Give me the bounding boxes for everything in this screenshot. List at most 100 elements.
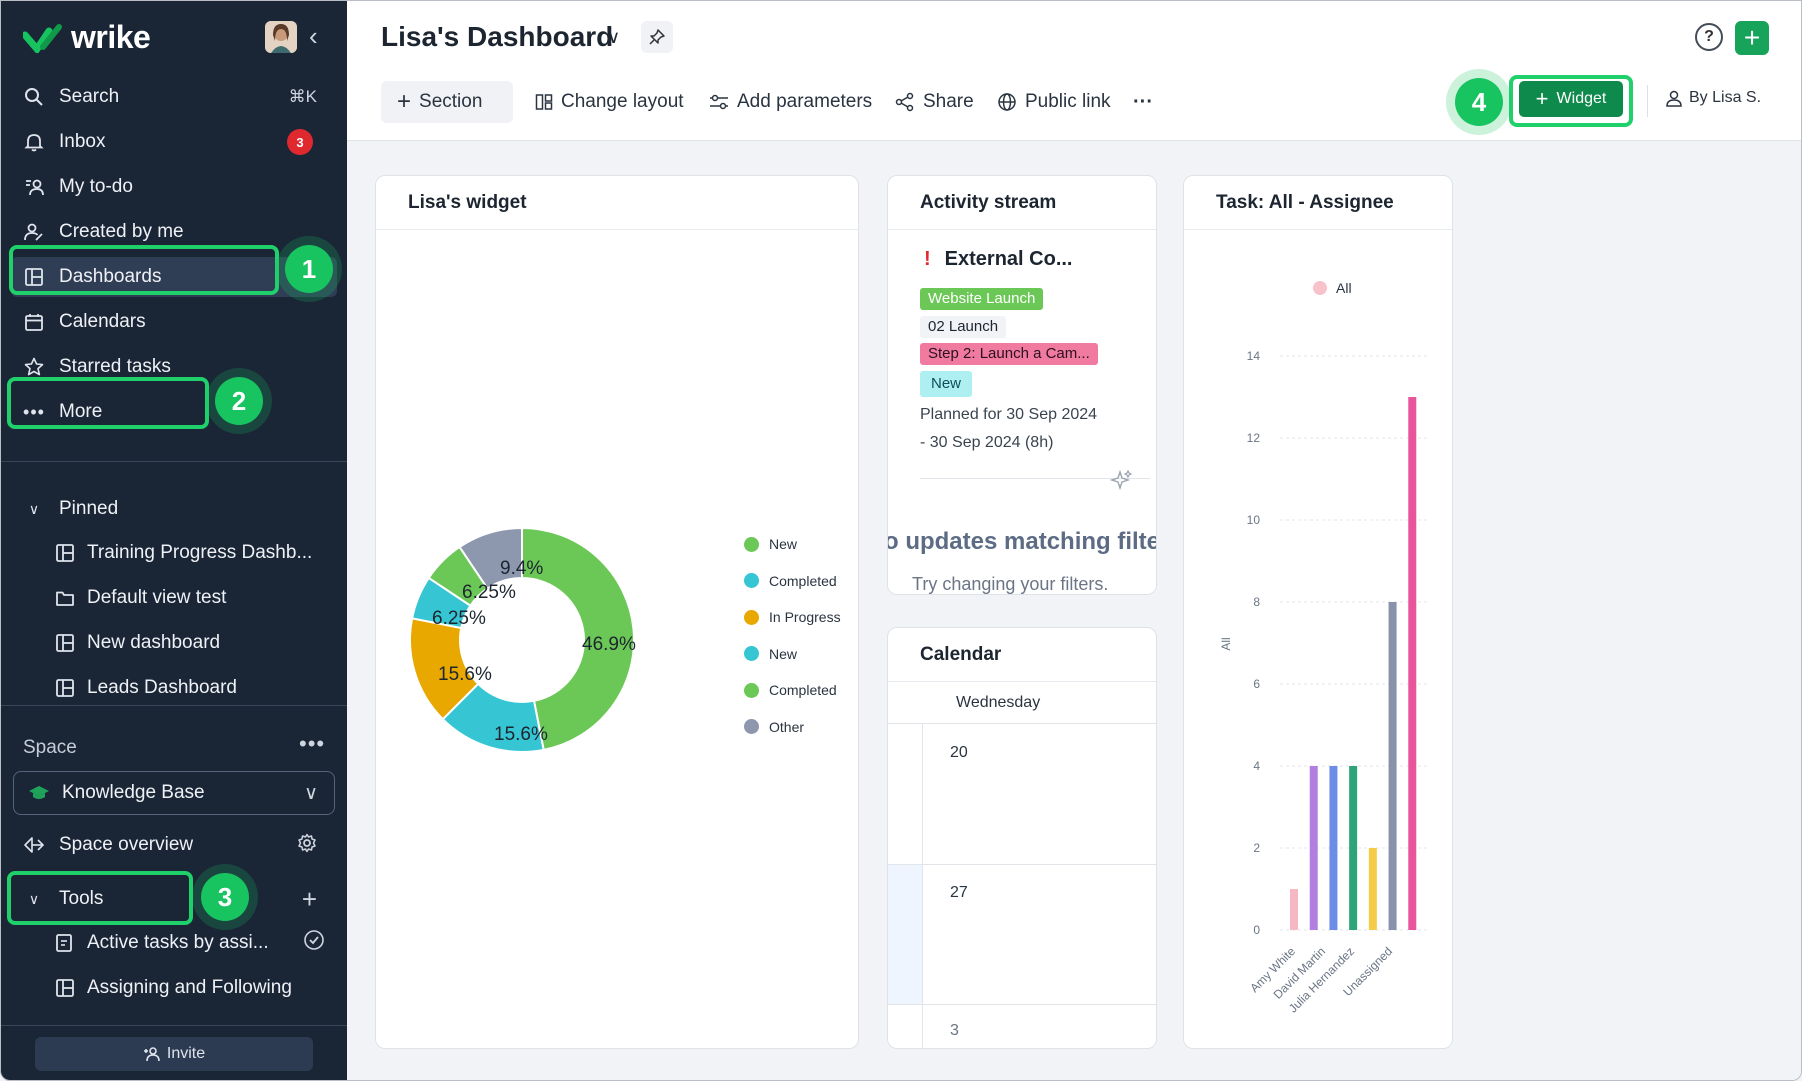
calendar-icon	[23, 311, 45, 333]
help-icon[interactable]: ?	[1695, 23, 1723, 51]
pinned-item-new-dashboard[interactable]: New dashboard	[55, 623, 220, 663]
page-title[interactable]: Lisa's Dashboard	[381, 21, 614, 52]
more-dots-icon: •••	[23, 401, 45, 422]
add-section-button[interactable]: + Section	[381, 81, 513, 123]
widget-title: Calendar	[888, 628, 1156, 682]
space-selector[interactable]: Knowledge Base ∨	[13, 771, 335, 815]
planned-range: - 30 Sep 2024 (8h)	[920, 434, 1054, 451]
legend-item[interactable]: Other	[744, 719, 804, 735]
tag-02-launch[interactable]: 02 Launch	[920, 316, 1007, 338]
bar[interactable]	[1329, 766, 1338, 930]
collapse-sidebar-icon[interactable]: ‹	[309, 21, 318, 51]
y-tick-label: 14	[1247, 349, 1261, 363]
tools-label: Tools	[59, 888, 104, 909]
dashboard-header: Lisa's Dashboard ∨ ? + + Section Change …	[347, 1, 1801, 141]
pinned-item-default-view[interactable]: Default view test	[55, 578, 226, 618]
sidebar-item-inbox[interactable]: Inbox 3	[11, 122, 337, 162]
user-icon	[1666, 90, 1682, 107]
legend-item[interactable]: In Progress	[744, 609, 841, 625]
pinned-item-training[interactable]: Training Progress Dashb...	[55, 533, 312, 573]
legend-item[interactable]: Completed	[744, 573, 837, 589]
pinned-section-toggle[interactable]: ∨ Pinned	[11, 489, 337, 529]
sidebar: wrike ‹ Search ⌘K Inbox 3 My to-do Creat…	[1, 1, 347, 1080]
chevron-down-icon: ∨	[28, 500, 40, 517]
sidebar-item-calendars[interactable]: Calendars	[11, 302, 337, 342]
donut-slice-0[interactable]	[521, 526, 635, 752]
gear-icon[interactable]	[297, 833, 317, 858]
tag-website-launch[interactable]: Website Launch	[920, 288, 1044, 310]
bar[interactable]	[1309, 766, 1318, 930]
tools-section-toggle[interactable]: ∨ Tools +	[11, 879, 337, 919]
bar[interactable]	[1388, 602, 1397, 930]
legend-label: New	[769, 536, 798, 552]
check-circle-icon[interactable]	[303, 929, 325, 957]
calendar-date[interactable]: 20	[950, 744, 968, 761]
more-options-button[interactable]: ···	[1133, 90, 1153, 113]
empty-state-subtitle: Try changing your filters.	[912, 574, 1109, 594]
pin-button[interactable]	[641, 21, 673, 53]
sidebar-divider	[1, 705, 347, 706]
sidebar-item-space-overview[interactable]: Space overview	[11, 825, 337, 865]
sliders-icon	[709, 93, 729, 111]
widget-activity-stream[interactable]: Activity stream ! External Co... Website…	[887, 175, 1157, 595]
share-button[interactable]: Share	[895, 81, 974, 123]
activity-task[interactable]: ! External Co...	[924, 248, 1072, 271]
globe-icon	[997, 92, 1017, 112]
sidebar-item-label: More	[59, 401, 103, 422]
bar[interactable]	[1368, 848, 1377, 930]
sidebar-divider	[1, 1025, 347, 1026]
sidebar-item-more[interactable]: ••• More	[11, 392, 337, 432]
y-axis-label: All	[1219, 637, 1233, 650]
sparkle-icon[interactable]	[1109, 468, 1134, 497]
sidebar-item-dashboards[interactable]: Dashboards	[11, 257, 337, 297]
bar[interactable]	[1349, 766, 1358, 930]
sidebar-item-starred-tasks[interactable]: Starred tasks	[11, 347, 337, 387]
sidebar-item-my-todo[interactable]: My to-do	[11, 167, 337, 207]
invite-button[interactable]: Invite	[35, 1037, 313, 1071]
wrike-logo[interactable]: wrike	[23, 19, 151, 56]
add-user-icon	[143, 1047, 160, 1062]
calendar-date[interactable]: 3	[950, 1022, 959, 1039]
widget-lisa[interactable]: Lisa's widget 46.9% 15.6% 15.6% 6.25% 6.25% 9…	[375, 175, 859, 1049]
tool-item-assigning[interactable]: Assigning and Following	[55, 968, 292, 1008]
public-link-button[interactable]: Public link	[997, 81, 1111, 123]
calendar-date[interactable]: 27	[950, 884, 968, 901]
sidebar-item-label: Starred tasks	[59, 356, 171, 377]
add-widget-button[interactable]: + Widget	[1519, 81, 1623, 117]
dashboard-icon	[55, 978, 77, 998]
change-layout-button[interactable]: Change layout	[535, 81, 684, 123]
chevron-down-icon[interactable]: ∨	[607, 27, 621, 47]
sidebar-item-search[interactable]: Search ⌘K	[11, 77, 337, 117]
activity-divider	[920, 478, 1150, 479]
pinned-item-leads-dashboard[interactable]: Leads Dashboard	[55, 668, 237, 708]
legend-item[interactable]: New	[744, 536, 797, 552]
add-parameters-button[interactable]: Add parameters	[709, 81, 872, 123]
sidebar-item-label: Search	[59, 86, 120, 107]
create-new-button[interactable]: +	[1735, 21, 1769, 55]
tag-step-2[interactable]: Step 2: Launch a Cam...	[920, 343, 1098, 365]
add-tool-icon[interactable]: +	[301, 883, 317, 914]
status-badge[interactable]: New	[920, 371, 973, 397]
pinned-item-label: New dashboard	[87, 632, 221, 653]
legend-item[interactable]: Completed	[744, 682, 837, 698]
bar[interactable]	[1408, 397, 1417, 930]
widget-calendar[interactable]: Calendar Wednesday 20 27 3	[887, 627, 1157, 1049]
widget-assignee[interactable]: Task: All - Assignee All 0 2 4 6 8 10 12 14 All Am…	[1183, 175, 1453, 1049]
calendar-gutter	[922, 724, 923, 1048]
widget-title: Task: All - Assignee	[1184, 176, 1452, 230]
sidebar-item-created-by-me[interactable]: Created by me	[11, 212, 337, 252]
y-tick-label: 8	[1253, 595, 1260, 609]
tool-item-active-tasks[interactable]: Active tasks by assi...	[55, 923, 337, 963]
pinned-label: Pinned	[59, 498, 119, 519]
legend-dot	[744, 646, 759, 661]
pin-icon	[649, 29, 665, 45]
donut-slice-5[interactable]	[458, 526, 523, 590]
dashboard-icon	[23, 266, 45, 288]
space-more-icon[interactable]: •••	[299, 731, 326, 756]
avatar[interactable]	[265, 21, 297, 53]
donut-value-label: 9.4%	[500, 558, 544, 579]
owner-filter[interactable]: By Lisa S.	[1665, 89, 1761, 107]
sidebar-item-label: Created by me	[59, 221, 184, 242]
legend-item[interactable]: New	[744, 646, 797, 662]
bar[interactable]	[1290, 889, 1298, 930]
